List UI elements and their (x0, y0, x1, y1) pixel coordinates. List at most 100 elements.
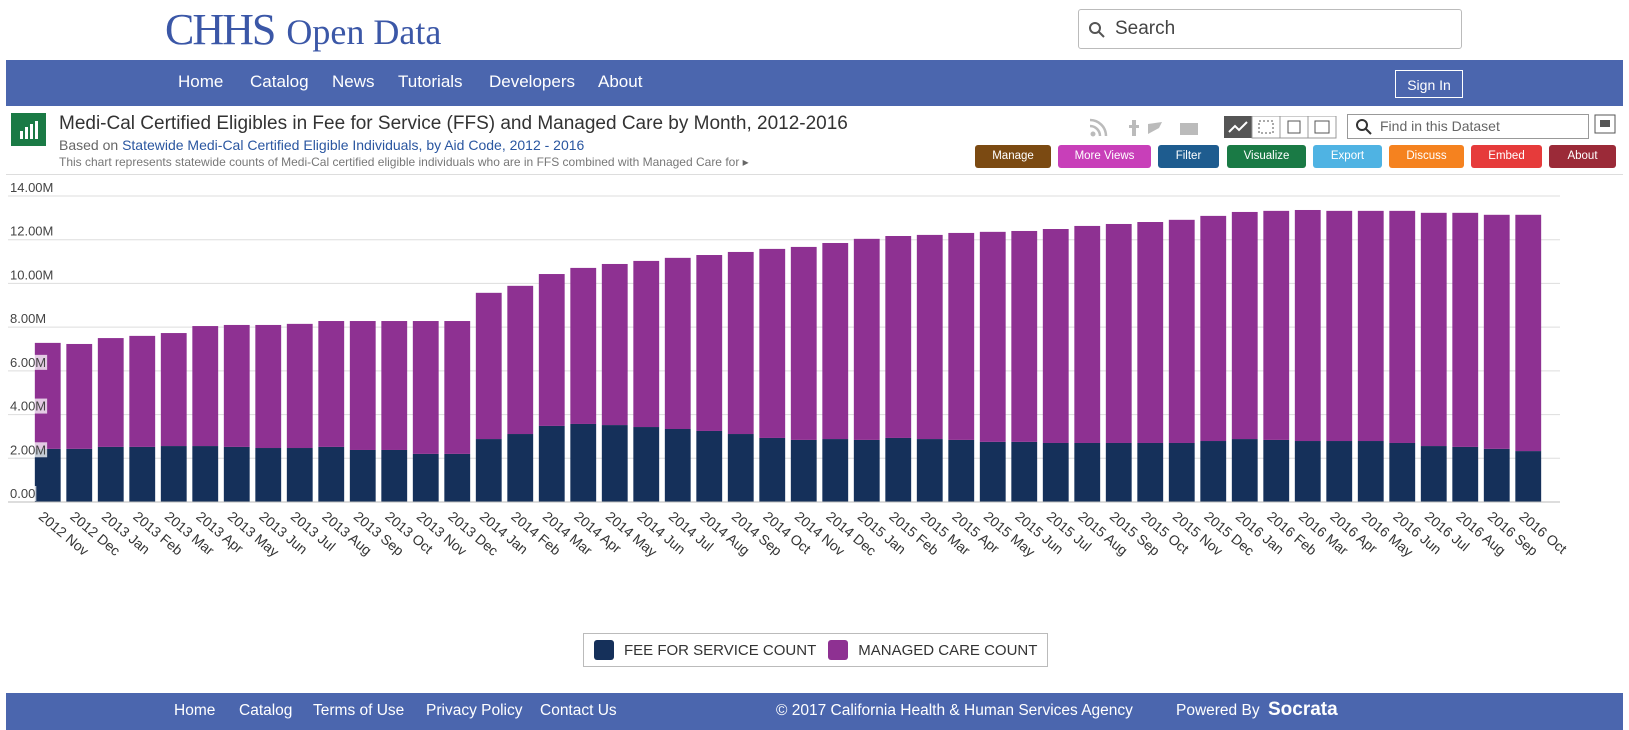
y-tick-label-bg (9, 442, 48, 458)
bar-segment (412, 453, 439, 502)
bar-segment (1294, 441, 1321, 502)
y-tick-label: 14.00M (10, 180, 53, 195)
legend-swatch (594, 640, 614, 660)
toolbar-icons (1089, 116, 1337, 139)
find-in-dataset[interactable]: Find in this Dataset (1347, 114, 1589, 139)
dataset-icon (11, 113, 46, 146)
y-tick-label: 2.00M (10, 442, 46, 457)
bar-segment (1452, 212, 1479, 447)
sign-in-button[interactable]: Sign In (1395, 70, 1463, 98)
footer: Home Catalog Terms of Use Privacy Policy… (6, 693, 1623, 730)
bar-segment (696, 430, 723, 502)
y-tick-label-bg (9, 311, 48, 327)
bar-segment (1074, 225, 1101, 443)
nav-link[interactable]: Developers (489, 72, 575, 91)
y-tick-label: 0.00 (10, 486, 35, 501)
export-button[interactable]: Export (1313, 145, 1382, 168)
bar-segment (979, 231, 1006, 442)
legend-entry: MANAGED CARE COUNT (828, 640, 1037, 660)
expand-arrow[interactable]: ▸ (742, 155, 749, 169)
bar-segment (1168, 442, 1195, 502)
bar-segment (1515, 451, 1542, 502)
logo-mark: CHHS (165, 5, 276, 54)
search-box[interactable]: Search (1078, 9, 1462, 49)
bar-segment (1515, 214, 1542, 452)
bar-segment (507, 434, 534, 502)
bar-segment (1452, 446, 1479, 502)
dataset-description: This chart represents statewide counts o… (59, 155, 749, 169)
nav-link[interactable]: Tutorials (398, 72, 463, 91)
find-icon (1356, 119, 1372, 135)
nav-link[interactable]: Home (178, 72, 224, 91)
nav-link[interactable]: About (598, 72, 643, 91)
bar-segment (1042, 442, 1069, 502)
search-placeholder: Search (1115, 18, 1176, 39)
logo-text: Open Data (286, 12, 442, 52)
bar-segment (1357, 441, 1384, 502)
bar-segment (822, 439, 849, 502)
bar-segment (1105, 223, 1132, 443)
y-tick-label: 6.00M (10, 355, 46, 370)
bar-segment (633, 260, 660, 428)
footer-link[interactable]: Home (174, 702, 216, 719)
logo[interactable]: CHHS Open Data (165, 4, 441, 55)
bar-segment (349, 321, 376, 450)
nav-link[interactable]: News (332, 72, 375, 91)
bar-segment (759, 437, 786, 502)
footer-link[interactable]: Terms of Use (313, 702, 405, 719)
source-link[interactable]: Statewide Medi-Cal Certified Eligible In… (122, 137, 585, 153)
bar-segment (192, 326, 219, 447)
bar-segment (349, 449, 376, 502)
based-on: Based on (59, 137, 119, 153)
footer-link[interactable]: Privacy Policy (426, 702, 523, 719)
footer-link[interactable]: Catalog (239, 702, 293, 719)
bar-segment (538, 274, 565, 426)
bar-segment (948, 232, 975, 440)
bar-segment (286, 323, 313, 449)
bar-segment (822, 242, 849, 440)
dataset-source: Based on Statewide Medi-Cal Certified El… (59, 137, 584, 153)
filter-button[interactable]: Filter (1158, 145, 1219, 168)
bar-segment (97, 338, 124, 447)
y-tick-label: 8.00M (10, 311, 46, 326)
more-views-button[interactable]: More Views (1058, 145, 1151, 168)
bar-segment (412, 321, 439, 454)
y-tick-label-bg (9, 223, 55, 239)
legend-label: FEE FOR SERVICE COUNT (624, 641, 817, 659)
fullscreen-button[interactable] (1594, 114, 1616, 134)
about-button[interactable]: About (1549, 145, 1616, 168)
dataset-title: Medi-Cal Certified Eligibles in Fee for … (59, 113, 848, 134)
bar-segment (129, 446, 156, 502)
legend: FEE FOR SERVICE COUNT MANAGED CARE COUNT (583, 633, 1049, 667)
bar-segment (97, 446, 124, 502)
bar-segment (916, 439, 943, 502)
bar-segment (1263, 439, 1290, 502)
y-tick-label-bg (9, 486, 37, 501)
bar-segment (1326, 441, 1353, 502)
bar-segment (601, 263, 628, 426)
bar-segment (1389, 210, 1416, 443)
bar-segment (1137, 442, 1164, 502)
bar-segment (66, 448, 93, 502)
bar-segment (1105, 442, 1132, 502)
y-tick-label: 4.00M (10, 399, 46, 414)
footer-link[interactable]: Contact Us (540, 702, 617, 719)
bar-segment (223, 446, 250, 502)
embed-button[interactable]: Embed (1471, 145, 1542, 168)
search-icon (1089, 22, 1105, 38)
discuss-button[interactable]: Discuss (1389, 145, 1464, 168)
manage-button[interactable]: Manage (975, 145, 1051, 168)
bar-segment (790, 439, 817, 502)
legend-swatch (828, 640, 849, 660)
bar-segment (1483, 448, 1510, 502)
visualize-button[interactable]: Visualize (1227, 145, 1306, 168)
bar-segment (192, 446, 219, 502)
bar-segment (916, 234, 943, 440)
bar-segment (1420, 446, 1447, 502)
bar-segment (979, 441, 1006, 502)
brand[interactable]: Socrata (1268, 699, 1338, 720)
bar-segment (255, 448, 282, 502)
bar-segment (1231, 211, 1258, 440)
nav-link[interactable]: Catalog (250, 72, 309, 91)
